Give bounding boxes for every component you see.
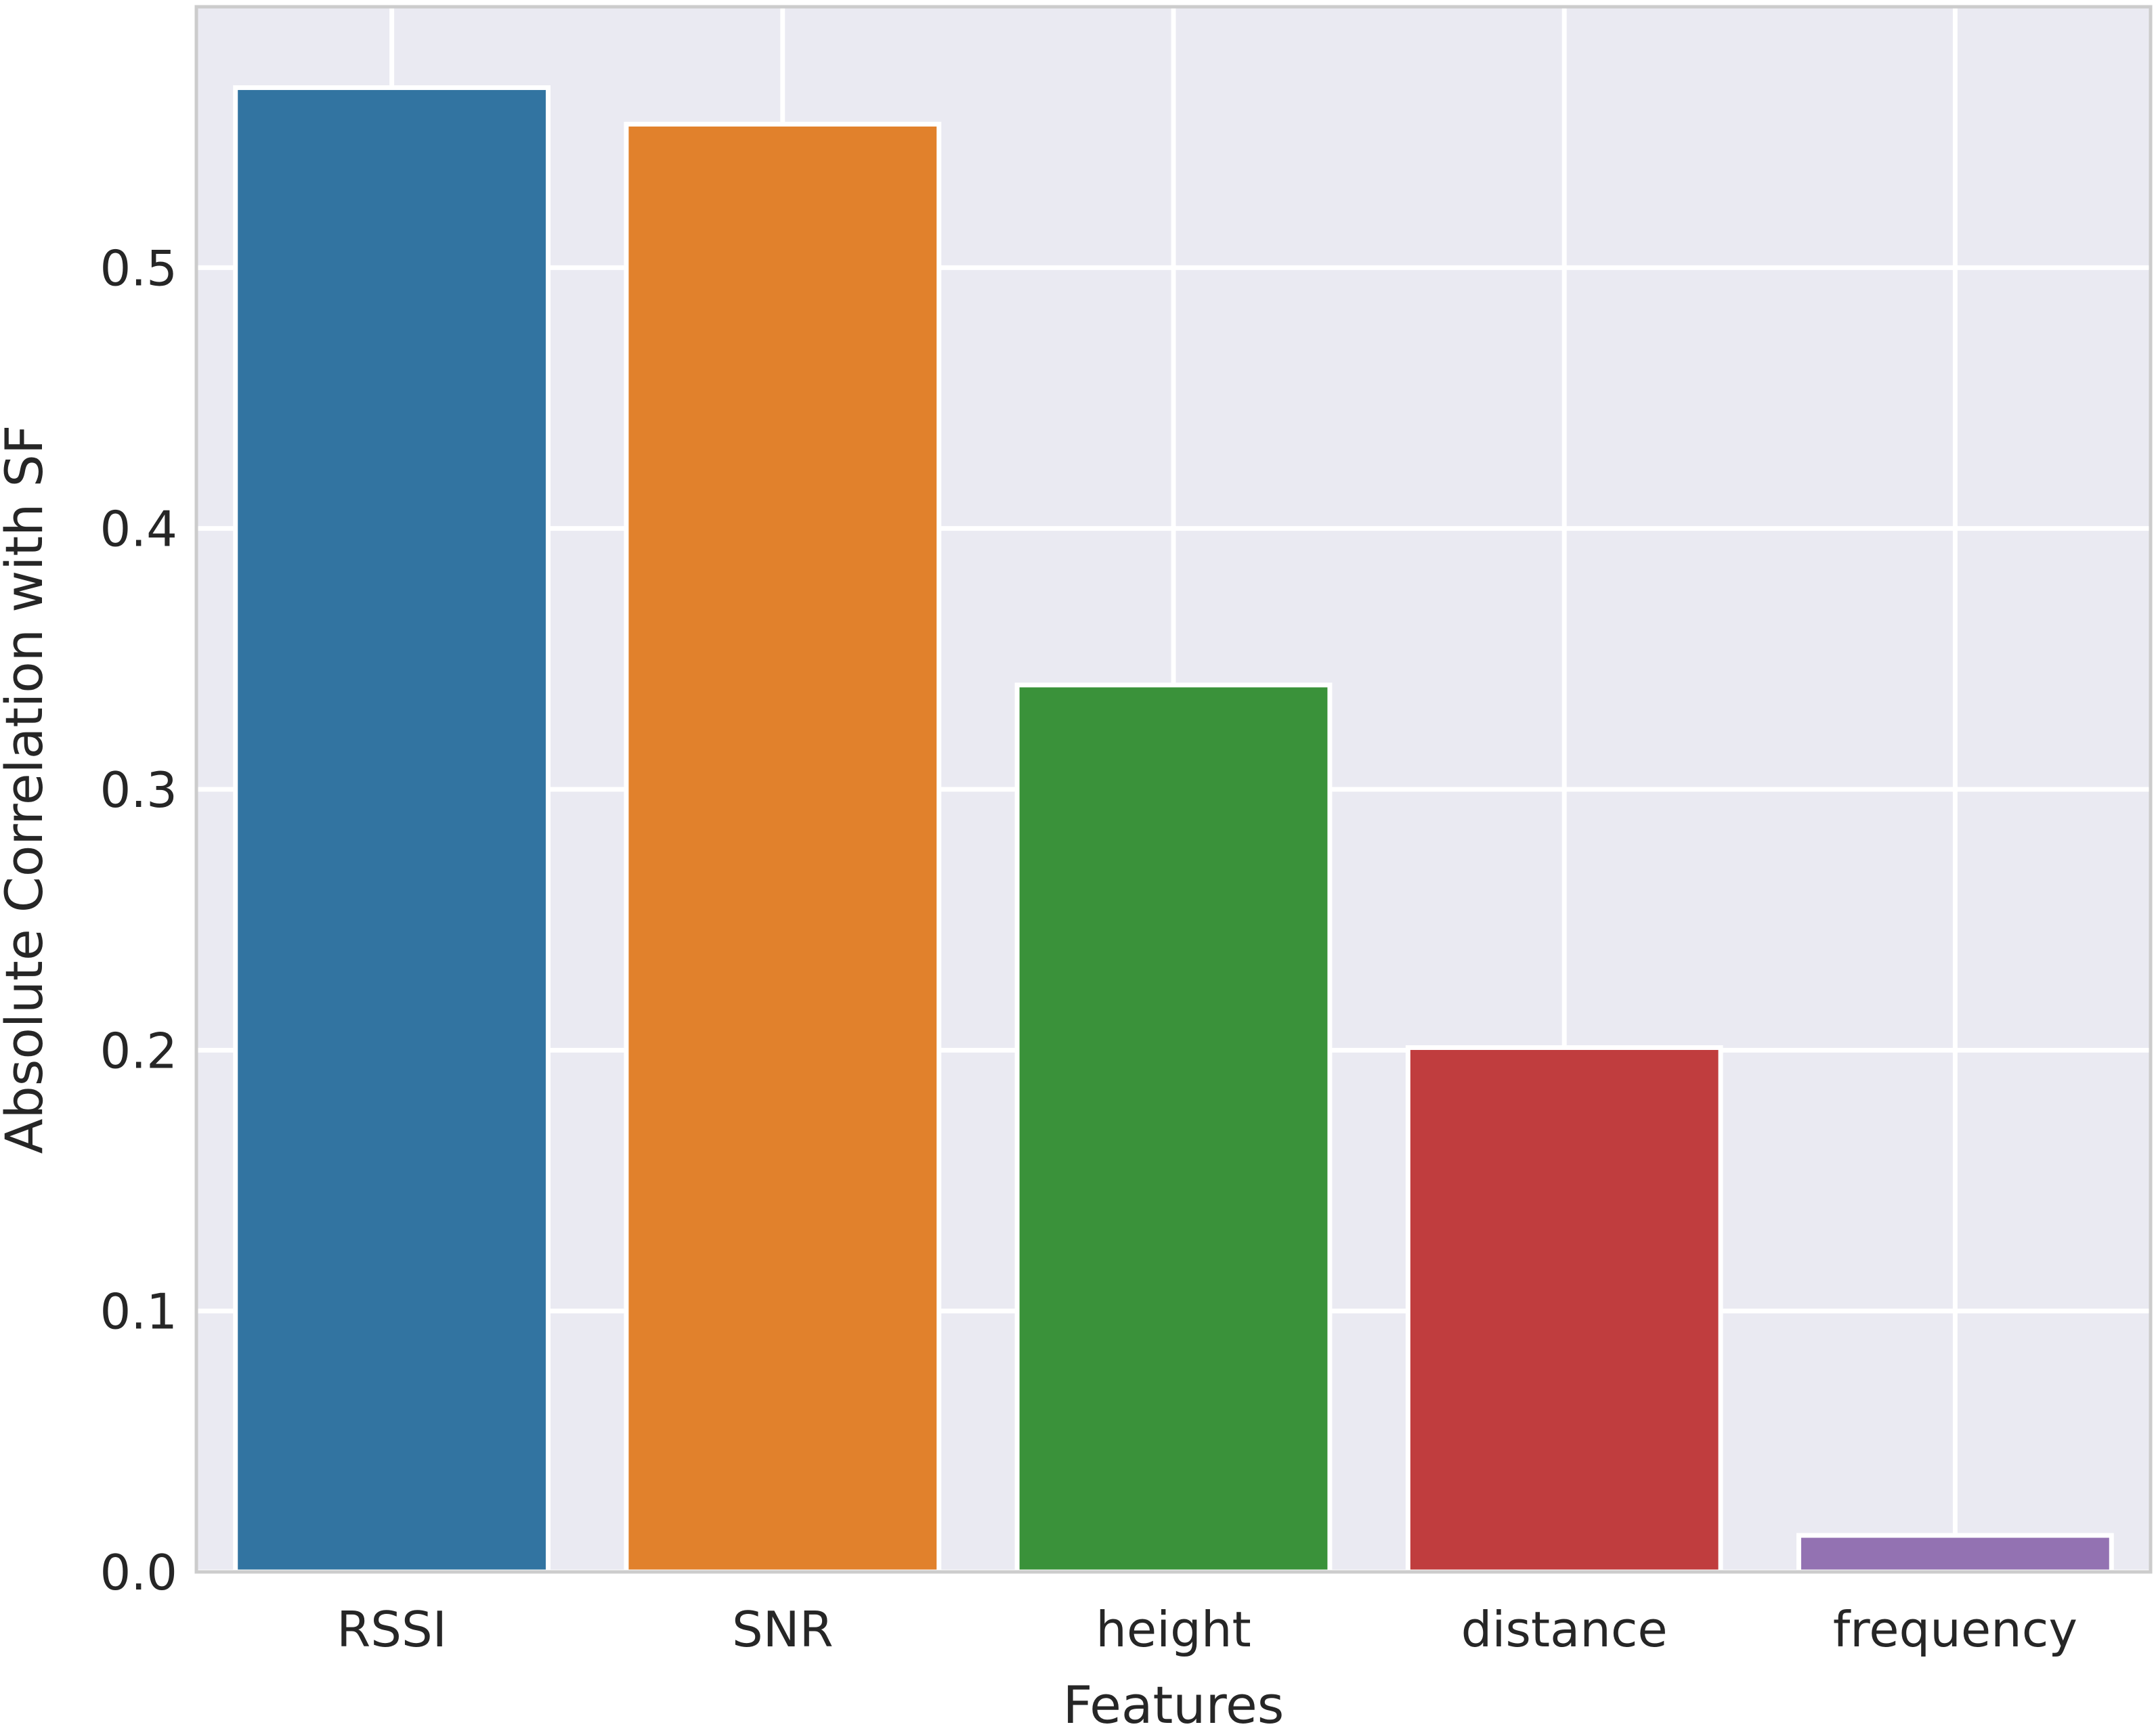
x-tick-label: frequency bbox=[1833, 1601, 2077, 1658]
x-tick-label: SNR bbox=[732, 1601, 834, 1658]
y-tick-label: 0.4 bbox=[100, 501, 177, 558]
plot-frame bbox=[194, 5, 2153, 1574]
x-tick-label: height bbox=[1096, 1601, 1251, 1658]
bar-snr bbox=[624, 121, 942, 1575]
x-tick-label: distance bbox=[1461, 1601, 1668, 1658]
y-tick-labels: 0.0 0.1 0.2 0.3 0.4 0.5 bbox=[100, 240, 177, 1601]
bar-rssi bbox=[233, 85, 551, 1575]
x-tick-labels: RSSI SNR height distance frequency bbox=[337, 1601, 2077, 1658]
x-tick-label: RSSI bbox=[337, 1601, 447, 1658]
bar-distance bbox=[1405, 1045, 1723, 1575]
y-tick-label: 0.1 bbox=[100, 1284, 177, 1340]
y-tick-label: 0.3 bbox=[100, 762, 177, 818]
y-tick-label: 0.2 bbox=[100, 1022, 177, 1079]
y-axis-label: Absolute Correlation with SF bbox=[0, 425, 54, 1154]
y-tick-label: 0.5 bbox=[100, 240, 177, 297]
bar-frequency bbox=[1796, 1533, 2114, 1575]
bars bbox=[233, 85, 2114, 1575]
bar-height bbox=[1014, 682, 1333, 1575]
y-tick-label: 0.0 bbox=[100, 1544, 177, 1601]
x-axis-label: Features bbox=[1063, 1675, 1285, 1731]
